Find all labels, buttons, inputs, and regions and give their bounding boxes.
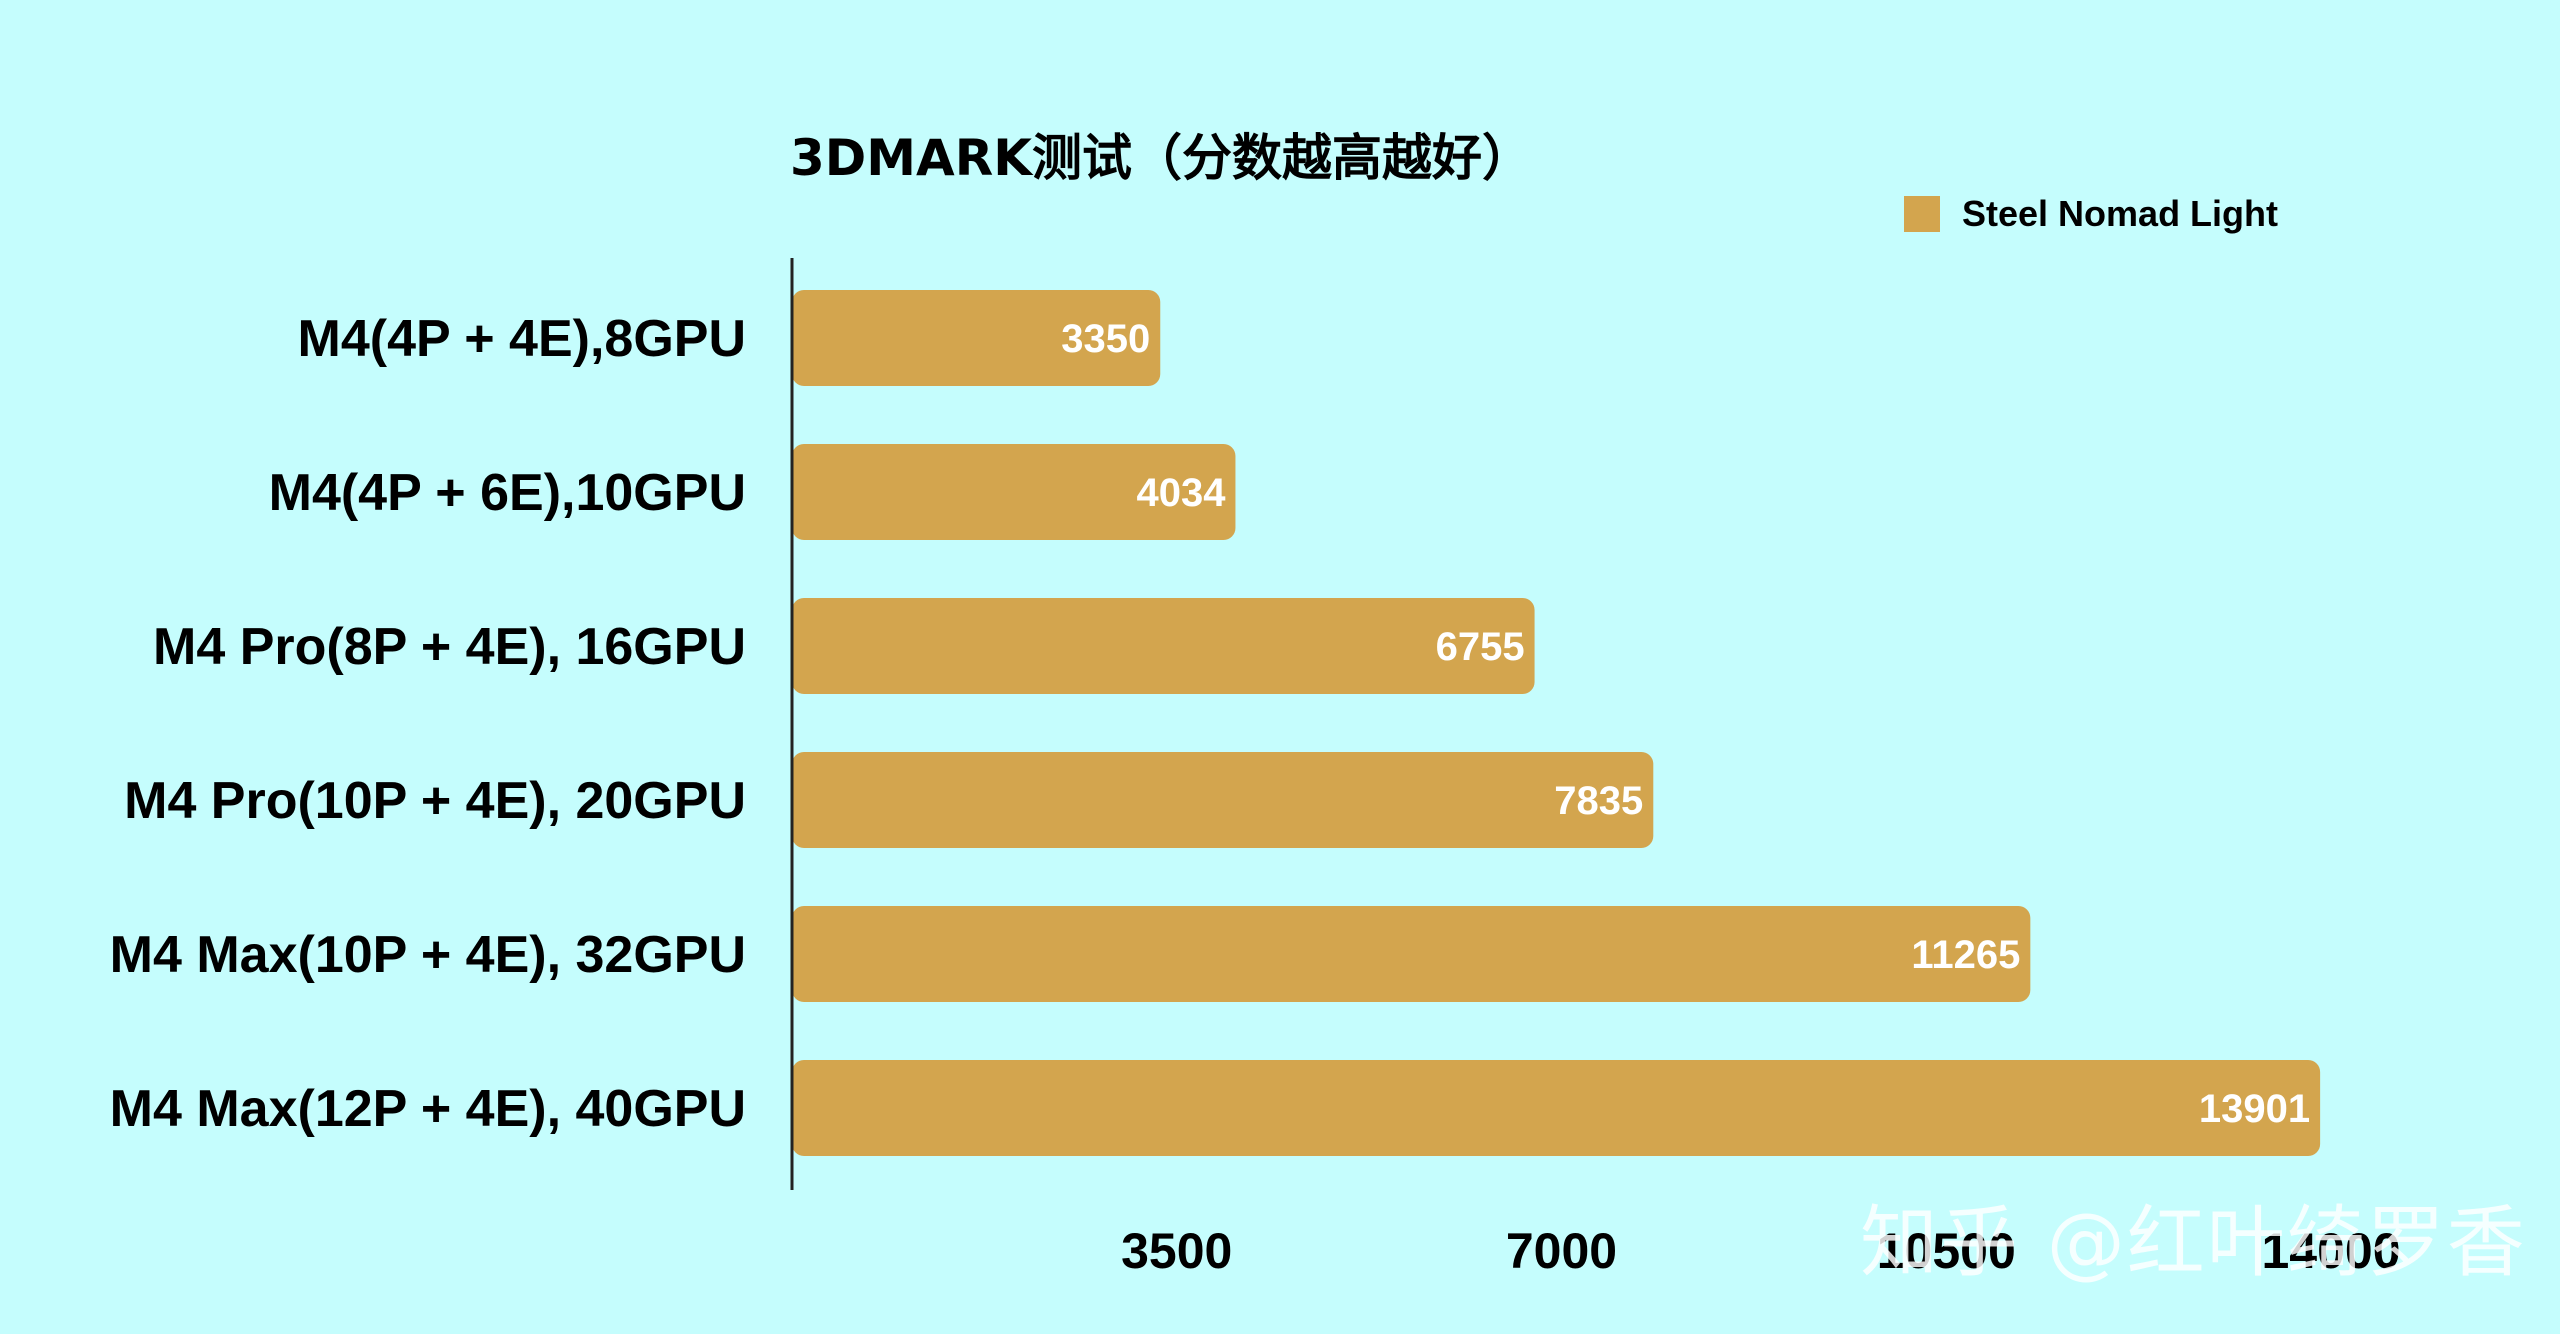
category-label: M4 Max(10P + 4E), 32GPU	[110, 926, 746, 984]
watermark: 知乎 @红叶绮罗香	[1860, 1198, 2527, 1288]
bar	[792, 290, 1161, 386]
category-label: M4 Pro(8P + 4E), 16GPU	[153, 618, 746, 676]
x-tick-label: 10500	[1877, 1223, 2016, 1279]
bar	[792, 444, 1236, 540]
category-labels: M4(4P + 4E),8GPU M4(4P + 6E),10GPU M4 Pro(…	[110, 310, 746, 1138]
bar-value-label: 3350	[1061, 317, 1150, 361]
x-tick-label: 14000	[2261, 1223, 2400, 1279]
bar-value-label: 6755	[1436, 625, 1525, 669]
category-label: M4 Max(12P + 4E), 40GPU	[110, 1080, 746, 1138]
x-tick-label: 3500	[1121, 1223, 1232, 1279]
legend-swatch	[1904, 196, 1940, 232]
category-label: M4(4P + 4E),8GPU	[298, 310, 746, 368]
legend-label: Steel Nomad Light	[1962, 193, 2278, 234]
bar	[792, 1060, 2321, 1156]
bar-value-label: 7835	[1554, 779, 1643, 823]
legend: Steel Nomad Light	[1904, 193, 2278, 234]
category-label: M4 Pro(10P + 4E), 20GPU	[124, 772, 746, 830]
bar	[792, 598, 1535, 694]
bar-value-label: 11265	[1911, 933, 2020, 977]
bar-group: 3350 4034 6755 7835 11265 13901	[792, 290, 2321, 1156]
x-tick-labels: 3500 7000 10500 14000	[1121, 1223, 2400, 1279]
bar-value-label: 13901	[2199, 1087, 2310, 1131]
bar-value-label: 4034	[1136, 471, 1226, 515]
bar	[792, 906, 2031, 1002]
x-tick-label: 7000	[1506, 1223, 1617, 1279]
bar	[792, 752, 1654, 848]
category-label: M4(4P + 6E),10GPU	[269, 464, 746, 522]
chart-title: 3DMARK测试（分数越高越好）	[790, 129, 1532, 187]
